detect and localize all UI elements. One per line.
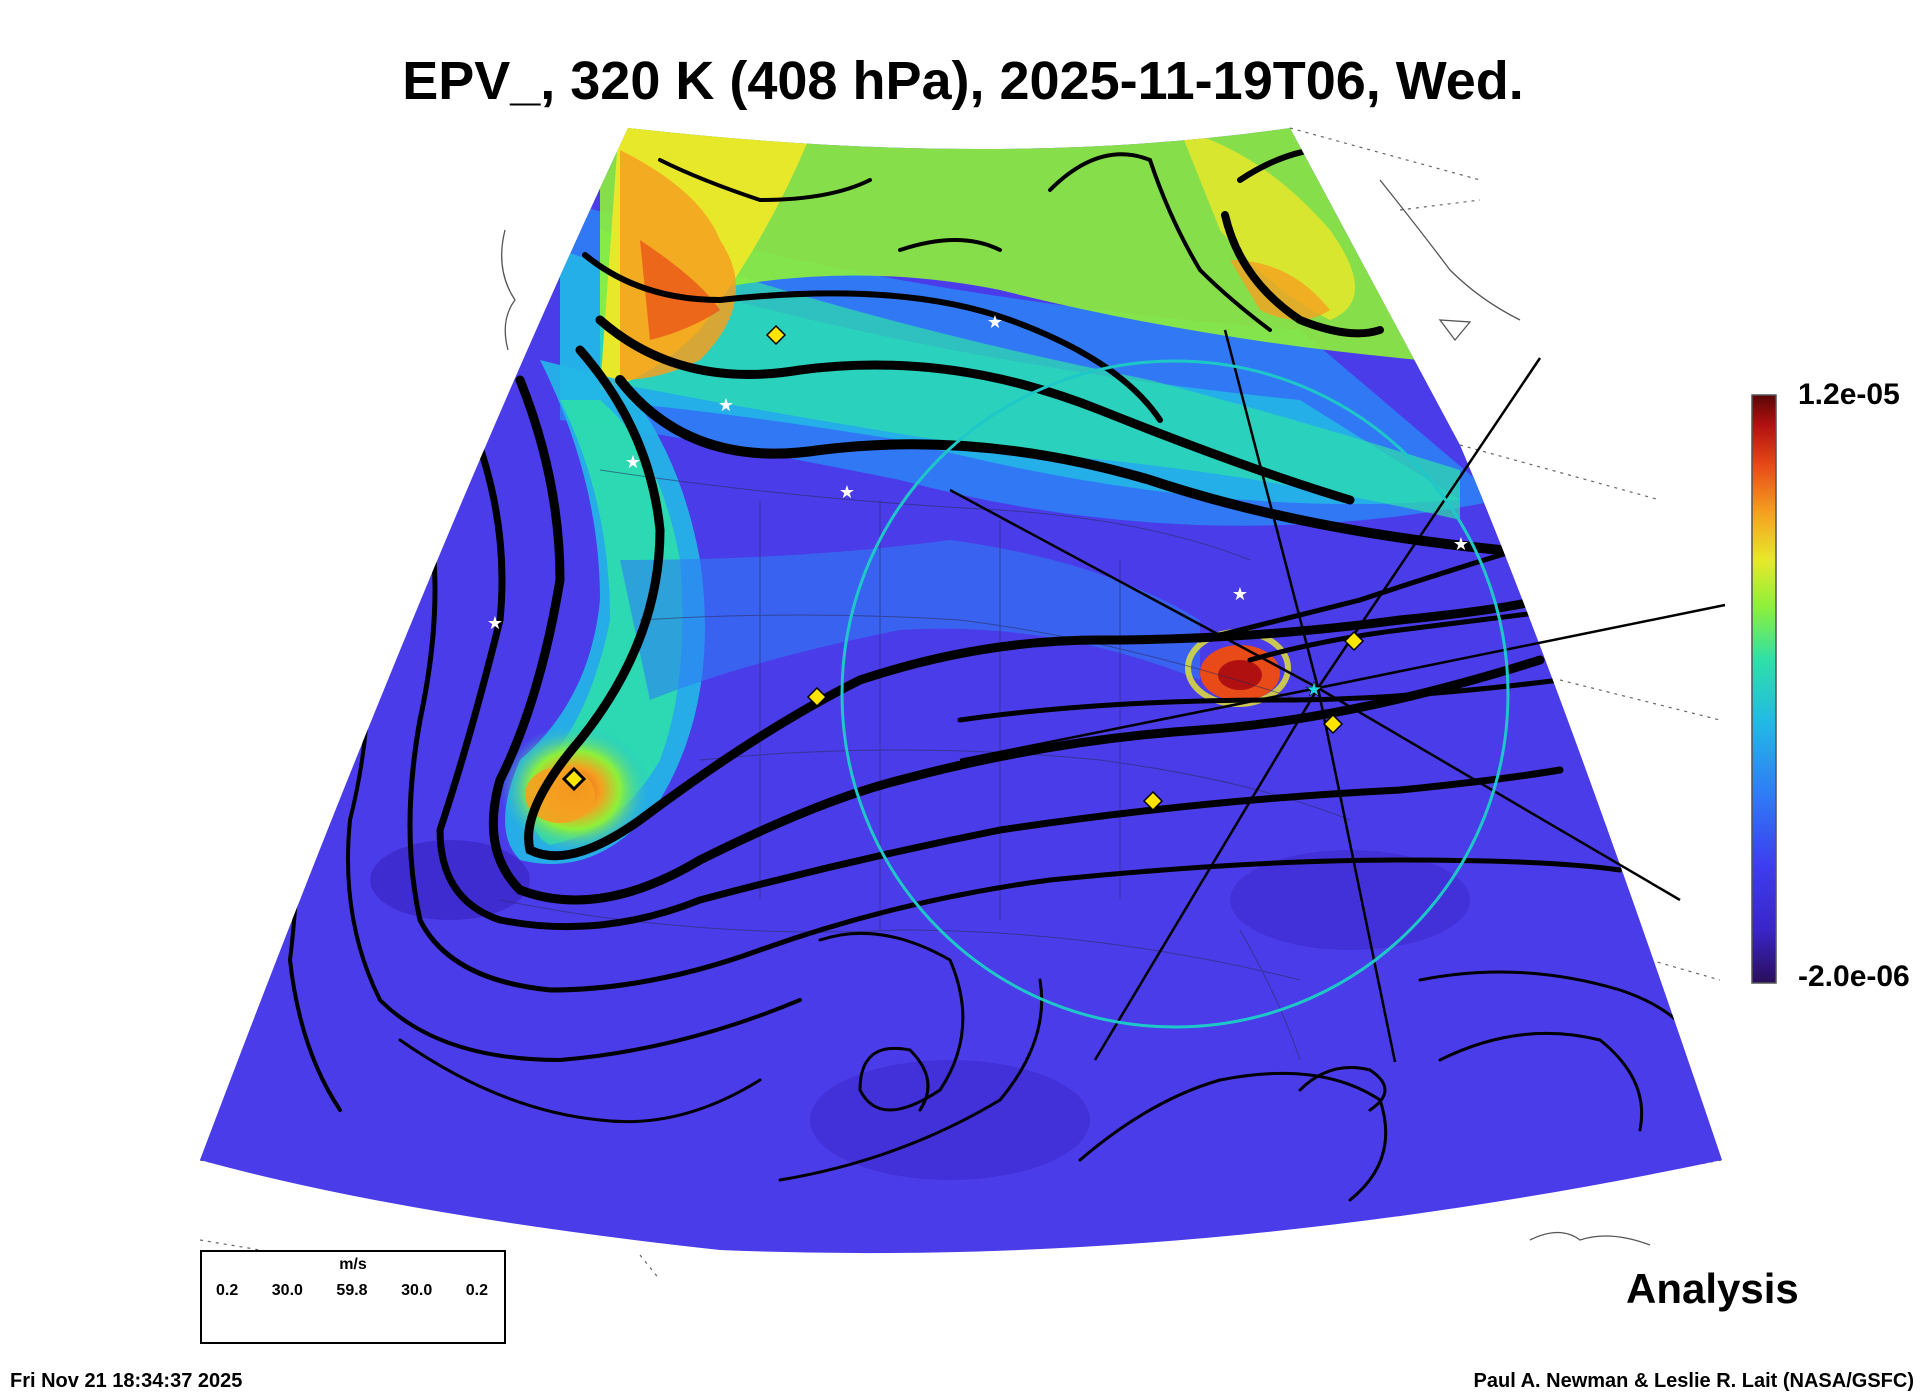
wind-speed-label: 0.2: [465, 1282, 488, 1299]
svg-text:★: ★: [839, 482, 855, 503]
product-label: Analysis: [1626, 1265, 1799, 1312]
colorbar: [1751, 394, 1777, 984]
svg-text:★: ★: [987, 312, 1003, 333]
wind-speed-label: 59.8: [336, 1282, 368, 1299]
trajectory-ring: [840, 359, 1510, 1029]
svg-text:★: ★: [1232, 584, 1248, 605]
wind-speed-label: 30.0: [271, 1282, 303, 1299]
svg-text:★: ★: [487, 613, 503, 634]
colorbar-max-label: 1.2e-05: [1798, 378, 1900, 411]
marker-center-star: ★: [1305, 677, 1323, 702]
wind-speed-label: 30.0: [401, 1282, 433, 1299]
wind-speed-label: 0.2: [216, 1282, 239, 1299]
page-title: EPV_, 320 K (408 hPa), 2025-11-19T06, We…: [402, 51, 1524, 111]
svg-text:★: ★: [1453, 534, 1469, 555]
coastline-outside: [501, 179, 1651, 1246]
epv-field: [200, 128, 1722, 1254]
wind-legend-unit: m/s: [339, 1256, 367, 1273]
timestamp: Fri Nov 21 18:34:37 2025: [10, 1370, 243, 1392]
credit-line: Paul A. Newman & Leslie R. Lait (NASA/GS…: [1473, 1370, 1914, 1392]
marker-star: ★ ★ ★ ★ ★ ★ ★: [487, 312, 1469, 634]
marker-diamond: [561, 324, 1365, 812]
svg-text:★: ★: [625, 452, 641, 473]
wind-legend-speeds: 0.2 30.0 59.8 30.0 0.2: [216, 1282, 488, 1300]
svg-text:★: ★: [1305, 677, 1323, 701]
colorbar-min-label: -2.0e-06: [1798, 960, 1910, 993]
svg-text:★: ★: [718, 395, 734, 416]
wind-speed-legend: m/s 0.2 30.0 59.8 30.0 0.2: [200, 1250, 506, 1344]
markers: ★ ★ ★ ★ ★ ★ ★ ★: [487, 312, 1469, 812]
